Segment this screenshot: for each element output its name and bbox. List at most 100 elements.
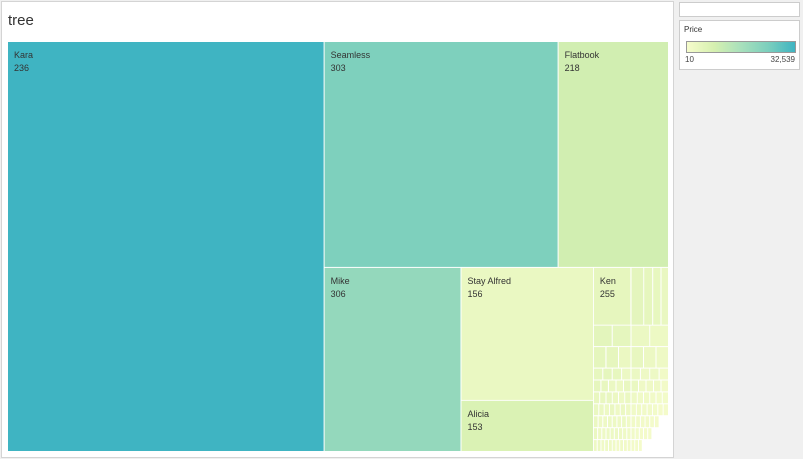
treemap-small-tile[interactable] xyxy=(600,392,606,404)
treemap-small-tile[interactable] xyxy=(593,416,598,428)
treemap-small-tile[interactable] xyxy=(635,440,638,451)
treemap-small-tile[interactable] xyxy=(654,380,661,392)
treemap-small-tile[interactable] xyxy=(635,428,639,440)
treemap-small-tile[interactable] xyxy=(650,325,668,347)
treemap-small-tile[interactable] xyxy=(644,267,653,325)
treemap-small-tile[interactable] xyxy=(640,368,650,380)
treemap-small-tile[interactable] xyxy=(614,428,618,440)
treemap-small-tile[interactable] xyxy=(616,380,624,392)
treemap-small-tile[interactable] xyxy=(644,392,650,404)
treemap-small-tile[interactable] xyxy=(616,440,620,451)
treemap-small-tile[interactable] xyxy=(617,416,622,428)
treemap-small-tile[interactable] xyxy=(656,347,669,368)
treemap-small-tile[interactable] xyxy=(612,440,616,451)
treemap-small-tile[interactable] xyxy=(593,380,601,392)
treemap-small-tile[interactable] xyxy=(652,428,656,440)
treemap-small-tile[interactable] xyxy=(656,428,660,440)
treemap-small-tile[interactable] xyxy=(599,404,604,416)
treemap-small-tile[interactable] xyxy=(653,267,661,325)
treemap-small-tile[interactable] xyxy=(660,428,664,440)
treemap-small-tile[interactable] xyxy=(639,440,642,451)
treemap-small-tile[interactable] xyxy=(659,368,668,380)
treemap-small-tile[interactable] xyxy=(598,428,602,440)
treemap-small-tile[interactable] xyxy=(654,440,657,451)
treemap-small-tile[interactable] xyxy=(657,440,661,451)
treemap-small-tile[interactable] xyxy=(608,416,612,428)
treemap-small-tile[interactable] xyxy=(604,404,610,416)
treemap-small-tile[interactable] xyxy=(658,404,663,416)
treemap-tile-mike[interactable] xyxy=(324,267,461,451)
treemap-small-tile[interactable] xyxy=(593,325,612,347)
treemap-small-tile[interactable] xyxy=(609,440,612,451)
treemap-small-tile[interactable] xyxy=(593,392,600,404)
treemap-small-tile[interactable] xyxy=(631,404,636,416)
treemap-small-tile[interactable] xyxy=(631,267,644,325)
treemap-small-tile[interactable] xyxy=(631,440,635,451)
treemap-small-tile[interactable] xyxy=(665,440,668,451)
treemap-small-tile[interactable] xyxy=(650,440,653,451)
treemap-small-tile[interactable] xyxy=(646,440,650,451)
treemap-small-tile[interactable] xyxy=(625,392,631,404)
treemap-small-tile[interactable] xyxy=(610,428,614,440)
treemap-small-tile[interactable] xyxy=(609,380,616,392)
treemap-small-tile[interactable] xyxy=(597,440,601,451)
treemap-small-tile[interactable] xyxy=(593,428,598,440)
treemap-small-tile[interactable] xyxy=(636,416,640,428)
treemap-small-tile[interactable] xyxy=(626,416,631,428)
treemap-small-tile[interactable] xyxy=(656,392,662,404)
treemap-small-tile[interactable] xyxy=(598,416,603,428)
treemap-tile-alicia[interactable] xyxy=(461,400,594,451)
treemap-small-tile[interactable] xyxy=(612,392,618,404)
treemap-small-tile[interactable] xyxy=(631,368,640,380)
treemap-small-tile[interactable] xyxy=(619,428,623,440)
treemap-small-tile[interactable] xyxy=(661,380,669,392)
treemap-small-tile[interactable] xyxy=(662,392,668,404)
treemap-small-tile[interactable] xyxy=(664,416,668,428)
treemap-small-tile[interactable] xyxy=(622,368,631,380)
treemap-small-tile[interactable] xyxy=(612,325,631,347)
treemap-tile-flatbook[interactable] xyxy=(558,42,668,267)
treemap-small-tile[interactable] xyxy=(654,416,659,428)
treemap-small-tile[interactable] xyxy=(619,347,631,368)
treemap-small-tile[interactable] xyxy=(603,416,607,428)
treemap-small-tile[interactable] xyxy=(639,428,643,440)
treemap-small-tile[interactable] xyxy=(605,440,608,451)
treemap-small-tile[interactable] xyxy=(601,380,608,392)
treemap-small-tile[interactable] xyxy=(631,416,636,428)
treemap-small-tile[interactable] xyxy=(601,440,605,451)
treemap-small-tile[interactable] xyxy=(644,347,656,368)
treemap-small-tile[interactable] xyxy=(642,404,647,416)
treemap-tile-seamless[interactable] xyxy=(324,42,558,267)
treemap-small-tile[interactable] xyxy=(622,416,626,428)
treemap-small-tile[interactable] xyxy=(620,404,626,416)
treemap-small-tile[interactable] xyxy=(631,347,644,368)
treemap-small-tile[interactable] xyxy=(615,404,620,416)
treemap-small-tile[interactable] xyxy=(661,267,669,325)
treemap-small-tile[interactable] xyxy=(645,416,650,428)
treemap-small-tile[interactable] xyxy=(637,392,643,404)
treemap-small-tile[interactable] xyxy=(593,404,599,416)
treemap-small-tile[interactable] xyxy=(626,404,631,416)
treemap-small-tile[interactable] xyxy=(647,404,652,416)
treemap-small-tile[interactable] xyxy=(659,416,664,428)
treemap-small-tile[interactable] xyxy=(661,440,665,451)
treemap-small-tile[interactable] xyxy=(650,416,654,428)
treemap-small-tile[interactable] xyxy=(650,392,656,404)
treemap-small-tile[interactable] xyxy=(610,404,615,416)
treemap-small-tile[interactable] xyxy=(602,428,606,440)
treemap-small-tile[interactable] xyxy=(631,325,650,347)
treemap-small-tile[interactable] xyxy=(624,380,631,392)
treemap-small-tile[interactable] xyxy=(652,404,658,416)
treemap-small-tile[interactable] xyxy=(648,428,652,440)
treemap-small-tile[interactable] xyxy=(642,440,646,451)
treemap-small-tile[interactable] xyxy=(612,416,617,428)
treemap-small-tile[interactable] xyxy=(650,368,659,380)
treemap-small-tile[interactable] xyxy=(603,368,612,380)
treemap-small-tile[interactable] xyxy=(640,416,645,428)
treemap-tile-stay-alfred[interactable] xyxy=(461,267,594,400)
treemap-small-tile[interactable] xyxy=(627,428,631,440)
treemap-small-tile[interactable] xyxy=(619,392,625,404)
filter-box[interactable] xyxy=(679,2,800,17)
treemap-small-tile[interactable] xyxy=(612,368,622,380)
treemap-small-tile[interactable] xyxy=(593,347,606,368)
